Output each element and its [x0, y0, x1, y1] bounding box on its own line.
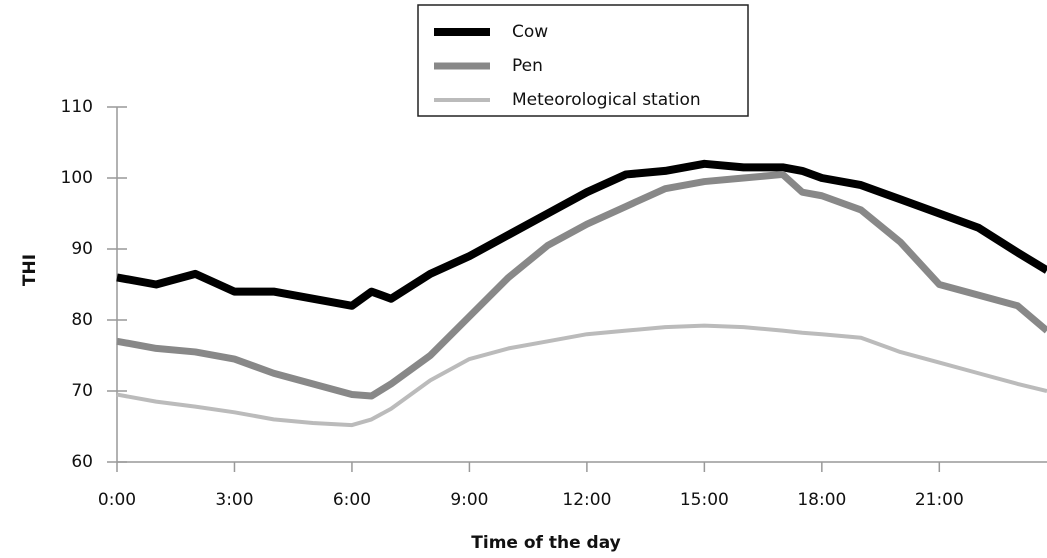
legend-label: Pen [512, 56, 543, 76]
data-line [116, 170, 1047, 400]
x-tick-label: 12:00 [562, 490, 611, 510]
y-axis-title: THI [20, 254, 40, 286]
x-tick-label: 21:00 [915, 490, 964, 510]
y-tick-label: 60 [71, 452, 93, 472]
y-tick-label: 90 [71, 239, 93, 259]
x-tick-label: 18:00 [797, 490, 846, 510]
x-tick-label: 0:00 [98, 490, 136, 510]
x-tick-label: 3:00 [215, 490, 253, 510]
data-line [116, 159, 1047, 310]
y-tick-label: 100 [61, 168, 93, 188]
legend-box [417, 4, 749, 117]
y-tick-label: 80 [71, 310, 93, 330]
x-tick-label: 15:00 [680, 490, 729, 510]
x-tick-label: 9:00 [450, 490, 488, 510]
y-tick-label: 70 [71, 381, 93, 401]
x-tick-label: 6:00 [333, 490, 371, 510]
data-line [116, 323, 1047, 428]
legend-label: Cow [512, 22, 548, 42]
legend-label: Meteorological station [512, 90, 701, 110]
y-tick-label: 110 [61, 97, 93, 117]
x-axis-title: Time of the day [471, 533, 620, 553]
